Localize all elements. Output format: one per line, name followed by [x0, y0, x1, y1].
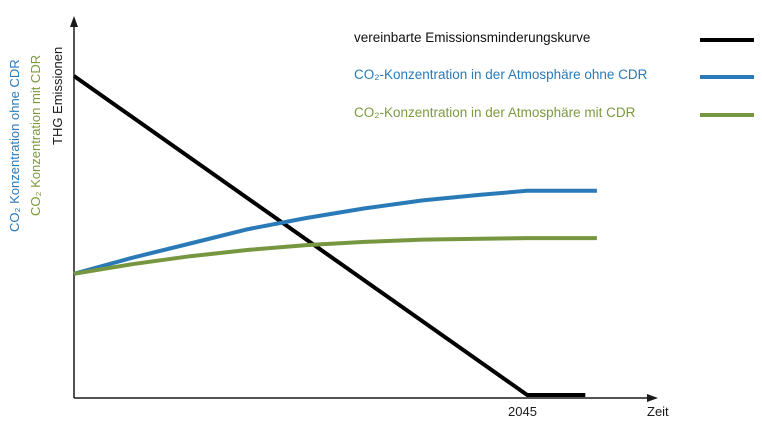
y-axis-label-co2-without-cdr: CO₂ Konzentration ohne CDR: [7, 59, 22, 232]
x-axis-label: Zeit: [647, 404, 669, 419]
legend-label-co2-without-cdr: CO₂-Konzentration in der Atmosphäre ohne…: [354, 67, 648, 82]
legend-label-emission-curve: vereinbarte Emissionsminderungskurve: [354, 30, 591, 45]
y-axis-arrow: [70, 16, 78, 27]
y-axis-label-emissions: THG Emissionen: [50, 46, 65, 145]
series-layer: [72, 74, 597, 397]
series-line-emission-curve: [72, 74, 586, 397]
series-line-co2-without-cdr: [73, 188, 597, 276]
series-line-co2-with-cdr: [73, 236, 597, 276]
legend-label-co2-with-cdr: CO₂-Konzentration in der Atmosphäre mit …: [354, 105, 636, 120]
axes: [70, 16, 658, 402]
x-tick-label-2045: 2045: [508, 404, 537, 419]
legend-layer: [700, 38, 754, 117]
y-axis-label-co2-with-cdr: CO₂ Konzentration mit CDR: [28, 54, 43, 216]
x-axis-arrow: [647, 394, 658, 402]
